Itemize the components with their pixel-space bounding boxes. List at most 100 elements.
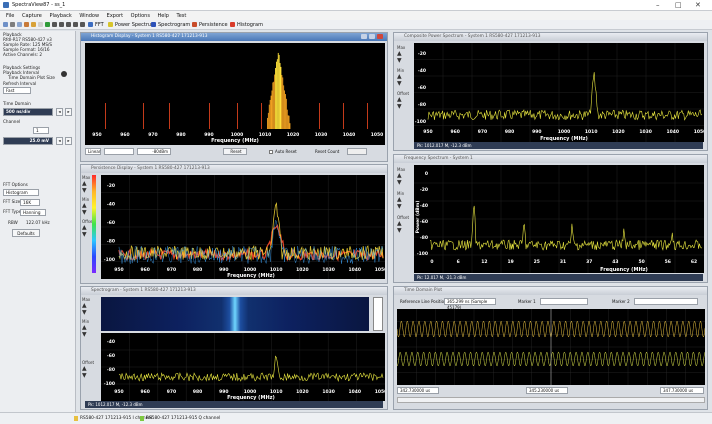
minimize-icon[interactable]: – bbox=[656, 1, 660, 9]
offset-up-icon[interactable]: ▲ bbox=[82, 365, 87, 372]
power-spectrum-icon[interactable] bbox=[108, 22, 113, 27]
menu-capture[interactable]: Capture bbox=[21, 13, 42, 19]
menu-export[interactable]: Export bbox=[106, 13, 124, 19]
persistence-icon[interactable] bbox=[192, 22, 197, 27]
composite-window-title[interactable]: Composite Power Spectrum - System 1 RS58… bbox=[394, 33, 707, 41]
step-icon[interactable] bbox=[80, 22, 85, 27]
time-domain-window-title[interactable]: Time Domain Plot bbox=[394, 287, 707, 295]
menu-options[interactable]: Options bbox=[130, 13, 150, 19]
pause-icon[interactable] bbox=[52, 22, 57, 27]
open-icon[interactable] bbox=[3, 22, 8, 27]
marker1-field[interactable] bbox=[540, 298, 588, 305]
histogram-reset-button[interactable]: Reset bbox=[223, 148, 247, 155]
menu-test[interactable]: Test bbox=[176, 13, 187, 19]
spectrogram-window-title[interactable]: Spectrogram - System 1 RS580-427 171213-… bbox=[81, 287, 387, 295]
min-up-icon[interactable]: ▲ bbox=[397, 196, 402, 203]
max-down-icon[interactable]: ▼ bbox=[82, 309, 87, 316]
i-channel-label[interactable]: RS580-427 171213-915 I channel bbox=[80, 416, 153, 421]
max-up-icon[interactable]: ▲ bbox=[82, 302, 87, 309]
export-icon[interactable] bbox=[17, 22, 22, 27]
histogram-minimize-icon[interactable] bbox=[361, 34, 367, 39]
spectrogram-button[interactable]: Spectrogram bbox=[158, 22, 191, 28]
fft-button[interactable]: FFT bbox=[95, 22, 104, 28]
histogram-plot[interactable]: 950 960 970 980 990 1000 1010 1020 1030 1040 1050 … bbox=[85, 43, 385, 145]
persistence-window-title[interactable]: Persistence Display - System 1 RS580-427… bbox=[81, 165, 387, 173]
histogram-button[interactable]: Histogram bbox=[237, 22, 263, 28]
time-domain-plot[interactable] bbox=[397, 309, 705, 385]
min-up-icon[interactable]: ▲ bbox=[397, 73, 402, 80]
time-domain-select[interactable]: 500 ns/div bbox=[3, 108, 53, 116]
persistence-plot[interactable]: 950 960 970 980 990 1000 1010 1020 1030 1040 1050 -… bbox=[101, 175, 385, 279]
offset-down-icon[interactable]: ▼ bbox=[397, 227, 402, 234]
capture-icon[interactable] bbox=[31, 22, 36, 27]
maximize-icon[interactable]: □ bbox=[675, 1, 682, 9]
skip-forward-icon[interactable] bbox=[73, 22, 78, 27]
min-down-icon[interactable]: ▼ bbox=[397, 203, 402, 210]
min-down-icon[interactable]: ▼ bbox=[397, 80, 402, 87]
menu-file[interactable]: File bbox=[6, 13, 15, 19]
time-start-field[interactable]: 342.730000 us bbox=[397, 387, 439, 394]
zoom-icon[interactable] bbox=[24, 22, 29, 27]
time-mid-field[interactable]: 345.230000 us bbox=[526, 387, 568, 394]
frequency-window-title[interactable]: Frequency Spectrum - System 1 bbox=[394, 155, 707, 163]
composite-plot[interactable]: 950 960 970 980 990 1000 1010 1020 1030 1040 1050 -… bbox=[414, 43, 704, 142]
persistence-button[interactable]: Persistence bbox=[199, 22, 228, 28]
histogram-close-icon[interactable] bbox=[377, 34, 383, 39]
max-down-icon[interactable]: ▼ bbox=[82, 187, 87, 194]
max-down-icon[interactable]: ▼ bbox=[397, 179, 402, 186]
histogram-level-field[interactable]: -80dBm bbox=[137, 148, 171, 155]
min-down-icon[interactable]: ▼ bbox=[82, 331, 87, 338]
time-domain-prev-button[interactable]: ◂ bbox=[56, 108, 63, 116]
playback-interval-knob[interactable] bbox=[61, 71, 67, 77]
power-spectrum-button[interactable]: Power Spectrum bbox=[115, 22, 156, 28]
spectrogram-icon[interactable] bbox=[151, 22, 156, 27]
max-up-icon[interactable]: ▲ bbox=[82, 180, 87, 187]
reset-count-field[interactable] bbox=[347, 148, 367, 155]
histogram-maximize-icon[interactable] bbox=[369, 34, 375, 39]
q-channel-label[interactable]: RS580-427 171213-915 Q channel bbox=[146, 416, 221, 421]
auto-reset-checkbox[interactable] bbox=[269, 150, 273, 154]
offset-down-icon[interactable]: ▼ bbox=[82, 372, 87, 379]
histogram-window-title[interactable]: Histogram Display - System 1 RS580-427 1… bbox=[81, 33, 387, 41]
offset-down-icon[interactable]: ▼ bbox=[397, 103, 402, 110]
marker2-field[interactable] bbox=[634, 298, 698, 305]
max-up-icon[interactable]: ▲ bbox=[397, 172, 402, 179]
time-scrollbar[interactable] bbox=[397, 397, 705, 403]
fft-type-select[interactable]: Hanning bbox=[20, 209, 46, 216]
histogram-offset-field[interactable] bbox=[104, 148, 134, 155]
histogram-icon[interactable] bbox=[230, 22, 235, 27]
refresh-interval-select[interactable]: Fast bbox=[3, 87, 31, 94]
menu-help[interactable]: Help bbox=[157, 13, 169, 19]
volts-per-div-select[interactable]: 25.0 mV bbox=[3, 137, 53, 145]
play-icon[interactable] bbox=[45, 22, 50, 27]
close-icon[interactable]: ✕ bbox=[695, 1, 701, 9]
rewind-icon[interactable] bbox=[38, 22, 43, 27]
offset-up-icon[interactable]: ▲ bbox=[82, 224, 87, 231]
menu-window[interactable]: Window bbox=[79, 13, 100, 19]
max-up-icon[interactable]: ▲ bbox=[397, 50, 402, 57]
stop-icon[interactable] bbox=[59, 22, 64, 27]
min-up-icon[interactable]: ▲ bbox=[82, 202, 87, 209]
frequency-plot[interactable]: 0 6 12 19 25 31 37 43 50 56 62 0 -20 -40 -60 -80 -100 Po… bbox=[414, 165, 704, 273]
min-up-icon[interactable]: ▲ bbox=[82, 324, 87, 331]
spectrogram-waterfall[interactable] bbox=[101, 297, 369, 331]
menu-playback[interactable]: Playback bbox=[49, 13, 72, 19]
histogram-mode-select[interactable]: Linear bbox=[85, 148, 101, 155]
save-icon[interactable] bbox=[10, 22, 15, 27]
ref-line-field[interactable]: 365.299 ns (Sample 45179) bbox=[444, 298, 496, 310]
volts-prev-button[interactable]: ◂ bbox=[56, 137, 63, 145]
min-down-icon[interactable]: ▼ bbox=[82, 209, 87, 216]
volts-next-button[interactable]: ▸ bbox=[65, 137, 72, 145]
fft-icon[interactable] bbox=[88, 22, 93, 27]
spectrogram-plot[interactable]: 950 960 970 980 990 1000 1010 1020 1030 1040 1050 -… bbox=[101, 333, 385, 401]
time-domain-next-button[interactable]: ▸ bbox=[65, 108, 72, 116]
fft-mode-select[interactable]: Histogram bbox=[3, 189, 39, 196]
offset-down-icon[interactable]: ▼ bbox=[82, 231, 87, 238]
skip-back-icon[interactable] bbox=[66, 22, 71, 27]
max-down-icon[interactable]: ▼ bbox=[397, 57, 402, 64]
offset-up-icon[interactable]: ▲ bbox=[397, 220, 402, 227]
time-end-field[interactable]: 347.730000 us bbox=[660, 387, 704, 394]
defaults-button[interactable]: Defaults bbox=[12, 229, 40, 237]
offset-up-icon[interactable]: ▲ bbox=[397, 96, 402, 103]
fft-size-select[interactable]: 16K bbox=[20, 199, 40, 206]
